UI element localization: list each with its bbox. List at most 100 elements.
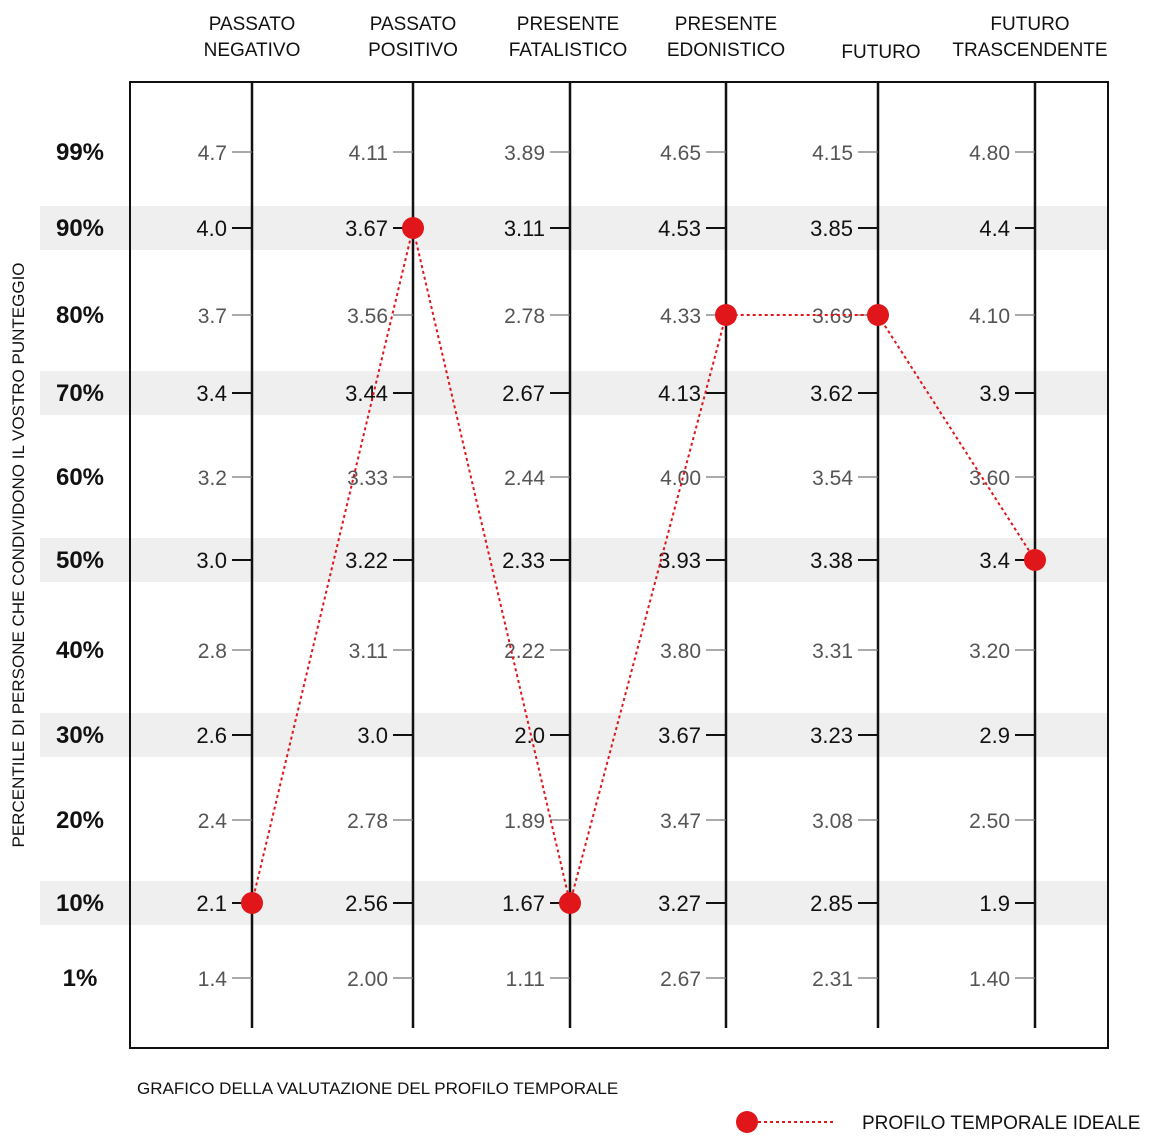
ideal-profile-point [715,304,737,326]
legend-marker [736,1111,758,1133]
value-label: 3.89 [504,142,545,165]
value-label: 2.78 [504,305,545,328]
percentile-label: 20% [56,807,104,834]
legend-label: PROFILO TEMPORALE IDEALE [862,1113,1140,1133]
value-label: 2.8 [198,640,227,663]
plot-frame [129,81,1109,1049]
column-header-line: FUTURO [990,14,1069,35]
value-label: 3.2 [198,467,227,490]
value-label: 4.0 [196,216,227,241]
value-label: 1.89 [504,810,545,833]
value-label: 4.80 [969,142,1010,165]
value-label: 3.38 [810,548,853,573]
percentile-label: 50% [56,547,104,574]
value-label: 2.6 [196,723,227,748]
row-shade-50 [130,538,1108,582]
value-label: 3.20 [969,640,1010,663]
value-label: 4.33 [660,305,701,328]
value-label: 3.27 [658,891,701,916]
row-shade-left-10 [40,881,130,925]
ideal-profile-point [867,304,889,326]
value-label: 3.44 [345,381,388,406]
column-header: PASSATO POSITIVO [368,14,458,61]
value-label: 2.50 [969,810,1010,833]
value-label: 3.85 [810,216,853,241]
value-label: 4.00 [660,467,701,490]
value-label: 4.13 [658,381,701,406]
column-header-line: NEGATIVO [204,40,301,61]
column-header-line: TRASCENDENTE [952,40,1107,61]
value-label: 3.60 [969,467,1010,490]
value-label: 4.65 [660,142,701,165]
value-label: 1.40 [969,968,1010,991]
value-label: 2.00 [347,968,388,991]
percentile-label: 80% [56,302,104,329]
value-label: 1.4 [198,968,228,991]
y-axis-label: PERCENTILE DI PERSONE CHE CONDIVIDONO IL… [9,262,28,847]
percentile-label: 70% [56,380,104,407]
column-header-line: FATALISTICO [509,40,628,61]
value-label: 2.44 [504,467,545,490]
ideal-profile-point [559,892,581,914]
column-header-line: FUTURO [841,42,920,63]
value-label: 1.11 [506,968,545,991]
value-label: 3.54 [812,467,853,490]
value-label: 2.67 [502,381,545,406]
column-header: FUTURO TRASCENDENTE [952,14,1107,61]
value-label: 3.0 [196,548,227,573]
column-header: PASSATO NEGATIVO [204,14,301,61]
column-header: PRESENTE EDONISTICO [667,14,785,61]
column-header: FUTURO [841,42,920,63]
percentile-label: 40% [56,637,104,664]
value-label: 2.67 [660,968,701,991]
value-label: 3.08 [812,810,853,833]
percentile-label: 90% [56,215,104,242]
value-label: 3.33 [347,467,388,490]
row-shade-left-50 [40,538,130,582]
value-label: 1.9 [979,891,1010,916]
row-shade-left-30 [40,713,130,757]
ideal-profile-point [402,217,424,239]
percentile-label: 99% [56,139,104,166]
value-label: 4.7 [198,142,227,165]
value-label: 3.67 [345,216,388,241]
value-label: 2.4 [198,810,228,833]
value-label: 3.4 [979,548,1010,573]
value-label: 4.53 [658,216,701,241]
ideal-profile-point [1024,549,1046,571]
column-header-line: PRESENTE [675,14,777,35]
value-label: 3.67 [658,723,701,748]
value-label: 3.56 [347,305,388,328]
chart-caption: GRAFICO DELLA VALUTAZIONE DEL PROFILO TE… [137,1079,618,1098]
ideal-profile-point [241,892,263,914]
value-label: 2.85 [810,891,853,916]
row-shade-left-90 [40,206,130,250]
value-label: 3.69 [812,305,853,328]
value-label: 2.31 [812,968,853,991]
row-shade-90 [130,206,1108,250]
column-header-line: PRESENTE [517,14,619,35]
value-label: 3.47 [660,810,701,833]
value-label: 4.11 [349,142,388,165]
value-label: 1.67 [502,891,545,916]
percentile-label: 10% [56,890,104,917]
row-shade-70 [130,371,1108,415]
value-label: 2.33 [502,548,545,573]
column-header: PRESENTE FATALISTICO [509,14,628,61]
ideal-profile-line [251,227,1036,904]
row-shade-30 [130,713,1108,757]
value-label: 3.11 [349,640,388,663]
percentile-label: 60% [56,464,104,491]
column-header-line: POSITIVO [368,40,458,61]
value-label: 3.7 [198,305,227,328]
value-label: 3.80 [660,640,701,663]
value-label: 4.15 [812,142,853,165]
value-label: 4.10 [969,305,1010,328]
value-label: 3.62 [810,381,853,406]
column-header-line: EDONISTICO [667,40,785,61]
row-shade-10 [130,881,1108,925]
value-label: 3.22 [345,548,388,573]
percentile-label: 30% [56,722,104,749]
column-header-line: PASSATO [209,14,296,35]
column-header-line: PASSATO [370,14,457,35]
